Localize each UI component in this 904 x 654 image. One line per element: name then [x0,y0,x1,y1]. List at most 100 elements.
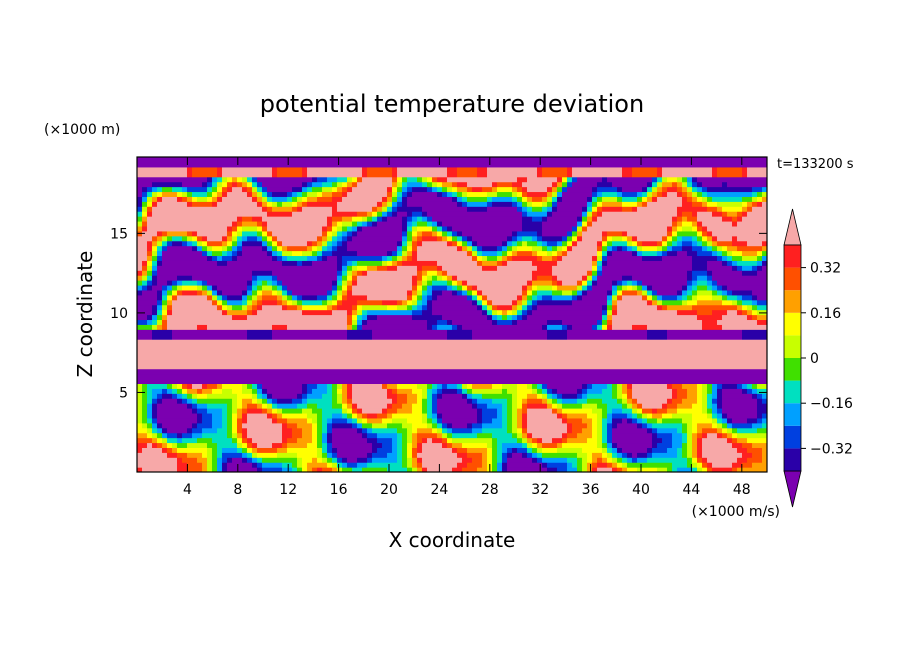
field-cell [177,388,183,394]
field-cell [182,358,188,365]
field-cell [507,211,513,217]
field-cell [487,324,493,330]
field-cell [517,324,523,330]
field-cell [287,437,293,444]
field-cell [422,230,428,237]
field-cell [287,260,293,266]
field-cell [502,309,508,316]
field-cell [442,427,448,434]
field-cell [487,447,493,453]
field-cell [337,225,343,232]
field-cell [247,275,253,281]
field-cell [347,255,353,261]
field-cell [262,388,268,394]
field-cell [417,181,423,188]
field-cell [342,201,348,207]
field-cell [432,166,438,173]
field-cell [327,245,333,252]
field-cell [147,230,153,237]
field-cell [167,432,173,439]
field-cell [347,240,353,247]
field-cell [522,462,528,468]
field-cell [462,417,468,424]
field-cell [332,157,338,163]
field-cell [467,289,473,296]
field-cell [272,309,278,316]
field-cell [157,422,163,429]
field-cell [412,250,418,257]
field-cell [257,284,263,291]
field-cell [412,432,418,439]
field-cell [152,211,158,217]
field-cell [202,457,208,463]
field-cell [282,314,288,321]
field-cell [252,230,258,237]
field-cell [442,289,448,296]
field-cell [227,462,233,468]
field-cell [517,294,523,301]
field-cell [497,358,503,365]
field-cell [477,280,483,286]
field-cell [342,383,348,389]
field-cell [322,284,328,291]
field-cell [512,398,518,404]
field-cell [252,339,258,345]
field-cell [502,240,508,247]
field-cell [492,442,498,448]
field-cell [262,378,268,384]
field-cell [517,240,523,247]
field-cell [327,373,333,380]
field-cell [452,166,458,173]
field-cell [367,275,373,281]
field-cell [272,260,278,266]
field-cell [392,225,398,232]
field-cell [217,196,223,202]
field-cell [352,181,358,188]
field-cell [297,314,303,321]
field-cell [447,408,453,414]
field-cell [222,363,228,370]
field-cell [292,452,298,458]
field-cell [157,393,163,399]
field-cell [232,245,238,252]
field-cell [177,176,183,183]
field-cell [487,329,493,335]
field-cell [462,201,468,207]
field-cell [382,304,388,311]
field-cell [187,161,193,168]
field-cell [177,250,183,257]
field-cell [472,161,478,168]
field-cell [522,270,528,276]
field-cell [277,201,283,207]
field-cell [387,235,393,242]
field-cell [512,176,518,183]
field-cell [502,230,508,237]
field-cell [197,299,203,306]
field-cell [467,284,473,291]
field-cell [152,171,158,178]
field-cell [397,373,403,380]
field-cell [467,329,473,335]
field-cell [452,289,458,296]
field-cell [442,383,448,389]
field-cell [342,358,348,365]
field-cell [147,408,153,414]
field-cell [437,196,443,202]
field-cell [167,353,173,360]
field-cell [367,304,373,311]
field-cell [362,275,368,281]
field-cell [162,309,168,316]
field-cell [452,206,458,212]
field-cell [152,383,158,389]
field-cell [302,235,308,242]
field-cell [207,284,213,291]
field-cell [267,176,273,183]
field-cell [522,363,528,370]
field-cell [387,417,393,424]
field-cell [227,191,233,197]
field-cell [397,280,403,286]
field-cell [262,299,268,306]
field-cell [377,462,383,468]
field-cell [172,275,178,281]
field-cell [222,275,228,281]
